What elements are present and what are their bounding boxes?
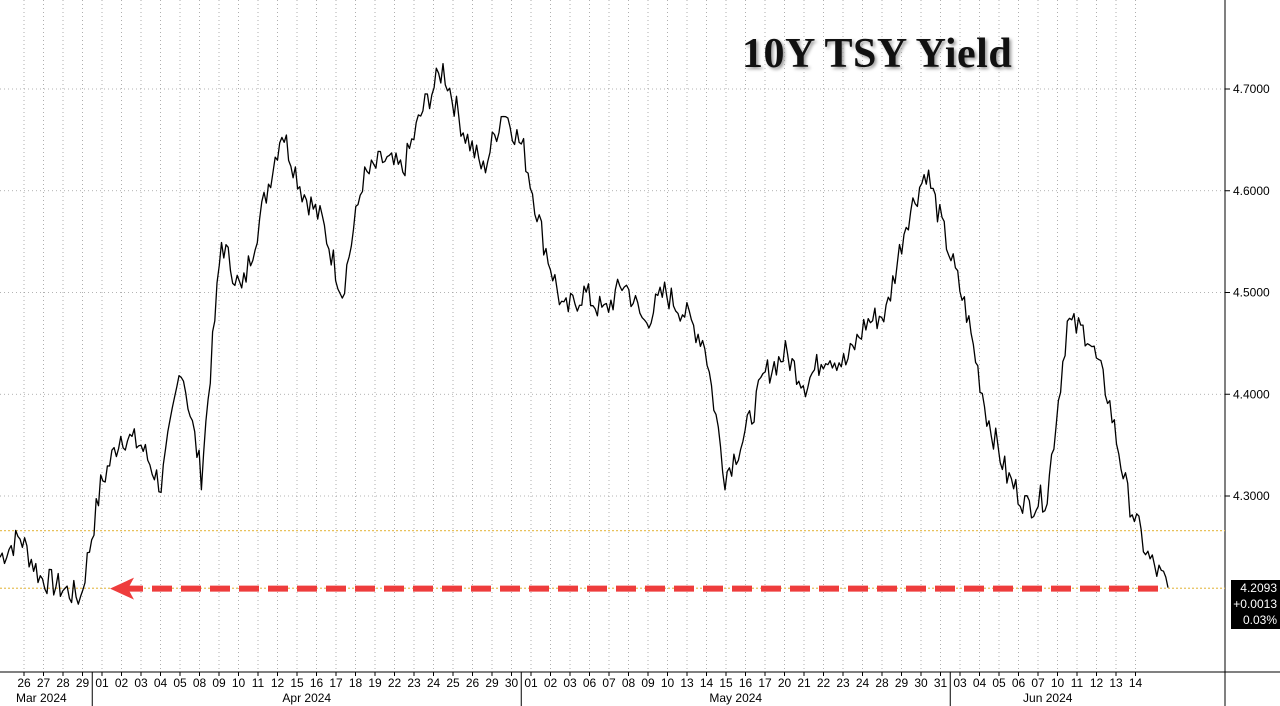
series-layer <box>0 62 1169 605</box>
x-tick-labels: 26 27 28 29 01 02 03 04 05 08 09 10 11 12 15 16 17 18 19 22… <box>16 676 1142 705</box>
x-tick-label: 14 <box>700 676 714 690</box>
month-label: Jun 2024 <box>1023 691 1073 705</box>
x-tick-label: 29 <box>76 676 90 690</box>
x-tick-label: 10 <box>1051 676 1065 690</box>
x-tick-label: 02 <box>544 676 558 690</box>
x-tick-label: 14 <box>1129 676 1143 690</box>
month-label: Apr 2024 <box>282 691 331 705</box>
x-tick-label: 16 <box>739 676 753 690</box>
x-tick-label: 01 <box>524 676 538 690</box>
x-tick-label: 05 <box>992 676 1006 690</box>
x-tick-label: 17 <box>329 676 343 690</box>
arrow-layer <box>110 577 1158 600</box>
y-tick-label: 4.6000 <box>1233 184 1270 198</box>
month-label: Mar 2024 <box>16 691 67 705</box>
x-tick-label: 19 <box>368 676 382 690</box>
x-tick-label: 27 <box>37 676 51 690</box>
y-tick-label: 4.7000 <box>1233 82 1270 96</box>
x-tick-label: 24 <box>856 676 870 690</box>
x-tick-label: 20 <box>778 676 792 690</box>
x-tick-label: 04 <box>154 676 168 690</box>
x-tick-label: 31 <box>934 676 948 690</box>
x-tick-label: 04 <box>973 676 987 690</box>
arrow-head <box>110 577 134 600</box>
chart-title: 10Y TSY Yield <box>742 31 1013 77</box>
x-tick-label: 15 <box>719 676 733 690</box>
yield-series-line <box>0 62 1169 605</box>
month-label: May 2024 <box>709 691 762 705</box>
y-tick-label: 4.3000 <box>1233 489 1270 503</box>
x-tick-label: 11 <box>252 676 265 690</box>
x-tick-label: 29 <box>485 676 499 690</box>
x-tick-label: 21 <box>797 676 811 690</box>
x-tick-label: 26 <box>466 676 480 690</box>
x-tick-label: 16 <box>310 676 324 690</box>
x-tick-label: 18 <box>349 676 363 690</box>
x-tick-label: 22 <box>388 676 402 690</box>
x-tick-label: 22 <box>817 676 831 690</box>
grid-lines <box>0 0 1225 672</box>
x-tick-label: 15 <box>290 676 304 690</box>
x-tick-label: 10 <box>661 676 675 690</box>
change-percent-label: 0.03% <box>1231 612 1280 630</box>
y-tick-label: 4.4000 <box>1233 387 1270 401</box>
last-value-label: 4.2093 <box>1231 580 1280 598</box>
x-tick-label: 17 <box>758 676 772 690</box>
x-tick-label: 30 <box>505 676 519 690</box>
x-tick-label: 08 <box>622 676 636 690</box>
x-tick-label: 25 <box>446 676 460 690</box>
x-tick-label: 12 <box>271 676 285 690</box>
y-tick-labels: 4.3000 4.4000 4.5000 4.6000 4.7000 <box>1233 82 1270 503</box>
x-tick-label: 03 <box>134 676 148 690</box>
x-tick-label: 28 <box>56 676 70 690</box>
x-tick-label: 11 <box>1071 676 1084 690</box>
y-tick-label: 4.5000 <box>1233 286 1270 300</box>
x-tick-label: 01 <box>95 676 109 690</box>
x-tick-label: 24 <box>427 676 441 690</box>
x-tick-label: 29 <box>895 676 909 690</box>
x-tick-label: 13 <box>680 676 694 690</box>
x-tick-label: 09 <box>212 676 226 690</box>
x-tick-label: 07 <box>1031 676 1045 690</box>
x-tick-label: 23 <box>407 676 421 690</box>
x-tick-label: 10 <box>232 676 246 690</box>
x-tick-label: 28 <box>875 676 889 690</box>
reference-lines <box>0 529 1225 589</box>
x-tick-label: 09 <box>641 676 655 690</box>
x-tick-label: 05 <box>173 676 187 690</box>
x-tick-label: 03 <box>563 676 577 690</box>
x-tick-label: 26 <box>17 676 31 690</box>
change-value-label: +0.0013 <box>1231 596 1280 614</box>
x-tick-label: 08 <box>193 676 207 690</box>
x-tick-label: 06 <box>583 676 597 690</box>
x-tick-label: 13 <box>1109 676 1123 690</box>
x-tick-label: 02 <box>115 676 129 690</box>
x-tick-label: 07 <box>602 676 616 690</box>
x-tick-label: 12 <box>1090 676 1104 690</box>
x-tick-label: 30 <box>914 676 928 690</box>
x-tick-label: 06 <box>1012 676 1026 690</box>
x-tick-label: 23 <box>836 676 850 690</box>
x-tick-label: 03 <box>953 676 967 690</box>
